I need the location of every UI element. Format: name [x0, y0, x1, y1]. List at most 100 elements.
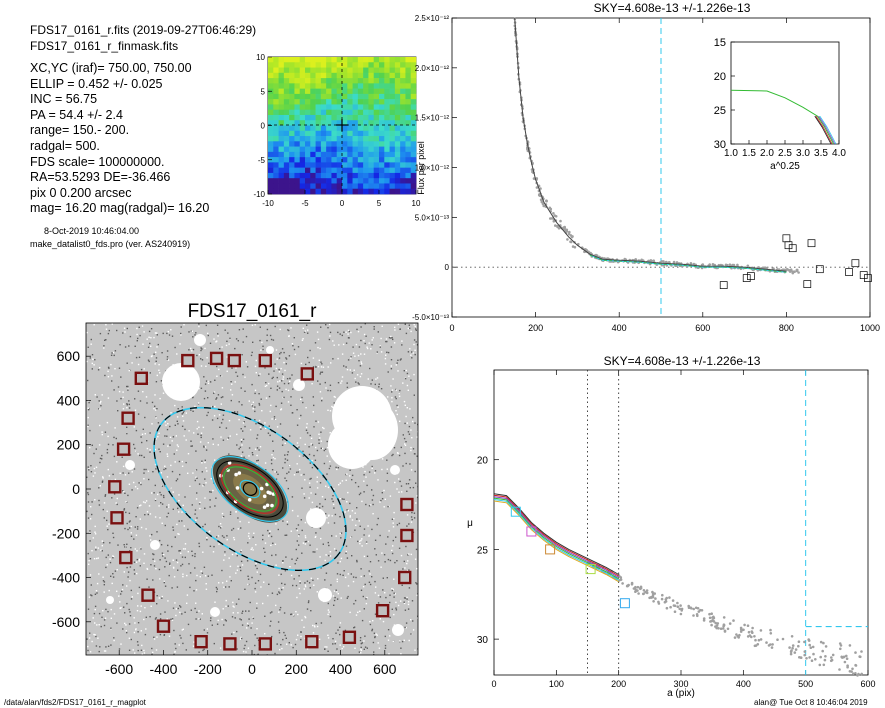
noise-speck: [112, 556, 115, 558]
noise-speck: [170, 329, 172, 331]
noise-speck: [135, 534, 138, 536]
noise-speck: [374, 548, 376, 550]
noise-speck: [362, 586, 365, 588]
map-cell: [278, 162, 285, 168]
noise-speck: [220, 526, 223, 528]
map-cell: [326, 151, 332, 158]
noise-speck: [257, 459, 259, 462]
mu-point: [753, 635, 756, 638]
noise-speck: [296, 442, 299, 444]
noise-speck: [140, 526, 143, 529]
noise-speck: [231, 633, 233, 635]
noise-speck: [319, 482, 322, 484]
noise-speck: [283, 612, 286, 614]
noise-speck: [337, 467, 339, 469]
noise-speck: [404, 422, 406, 425]
noise-speck: [158, 505, 160, 507]
noise-speck: [271, 635, 273, 638]
noise-speck: [304, 582, 306, 584]
noise-speck: [347, 510, 349, 512]
noise-speck: [154, 499, 157, 502]
mu-point: [770, 646, 774, 649]
noise-speck: [234, 411, 236, 413]
map-cell: [278, 157, 285, 163]
noise-speck: [236, 375, 239, 377]
map-cell: [405, 83, 412, 89]
noise-speck: [194, 479, 196, 482]
noise-speck: [154, 618, 157, 620]
map-cell: [357, 136, 364, 142]
noise-speck: [147, 359, 150, 361]
map-cell: [379, 151, 385, 158]
map-cell: [347, 157, 353, 163]
noise-speck: [414, 349, 416, 351]
noise-speck: [282, 439, 284, 441]
noise-speck: [143, 618, 145, 621]
flux-point: [570, 235, 574, 239]
map-cell: [352, 57, 359, 63]
noise-speck: [300, 635, 302, 638]
map-cell: [410, 178, 417, 184]
noise-speck: [384, 647, 387, 649]
noise-speck: [386, 468, 388, 470]
noise-speck: [237, 565, 239, 567]
noise-speck: [256, 602, 258, 605]
noise-speck: [255, 359, 257, 362]
map-cell: [357, 178, 364, 184]
map-cell: [299, 88, 306, 95]
noise-speck: [319, 347, 321, 350]
noise-speck: [122, 490, 124, 492]
noise-speck: [252, 616, 254, 619]
galaxy-dot: [265, 503, 270, 508]
noise-speck: [140, 368, 143, 371]
map-cell: [294, 162, 301, 168]
noise-speck: [171, 618, 174, 620]
noise-speck: [131, 471, 133, 473]
noise-speck: [251, 547, 253, 549]
noise-speck: [367, 378, 369, 380]
map-cell: [320, 125, 327, 132]
noise-speck: [302, 401, 304, 404]
noise-speck: [245, 651, 247, 653]
noise-speck: [145, 628, 147, 630]
noise-speck: [304, 543, 307, 545]
noise-speck: [353, 603, 355, 605]
mu-x-tick-label: 400: [736, 679, 751, 689]
noise-speck: [101, 454, 103, 457]
noise-speck: [166, 350, 169, 352]
noise-speck: [256, 567, 258, 570]
map-cell: [357, 172, 364, 179]
mu-point: [636, 589, 639, 592]
noise-speck: [129, 550, 131, 552]
noise-speck: [172, 529, 175, 531]
noise-speck: [355, 343, 358, 346]
noise-speck: [320, 622, 323, 624]
map-cell: [278, 104, 285, 110]
noise-speck: [394, 481, 396, 484]
noise-speck: [305, 426, 308, 429]
noise-speck: [340, 537, 342, 539]
noise-speck: [97, 369, 100, 371]
noise-speck: [262, 348, 264, 351]
noise-speck: [401, 491, 403, 493]
noise-speck: [196, 477, 198, 479]
noise-speck: [385, 340, 387, 343]
flux-point: [539, 187, 542, 190]
noise-speck: [195, 519, 197, 521]
noise-speck: [244, 425, 246, 428]
map-cell: [331, 162, 338, 168]
sky-box: [258, 637, 272, 651]
noise-speck: [326, 455, 328, 457]
noise-speck: [274, 458, 276, 460]
noise-speck: [360, 575, 362, 578]
parameter-line: mag= 16.20 mag(radgal)= 16.20: [30, 201, 210, 216]
noise-speck: [191, 504, 193, 506]
noise-speck: [357, 485, 360, 488]
noise-speck: [198, 545, 201, 548]
noise-speck: [150, 605, 152, 607]
map-cell: [310, 136, 316, 142]
map-cell: [368, 72, 375, 79]
noise-speck: [345, 479, 347, 481]
noise-speck: [345, 545, 348, 547]
map-cell: [410, 104, 417, 110]
